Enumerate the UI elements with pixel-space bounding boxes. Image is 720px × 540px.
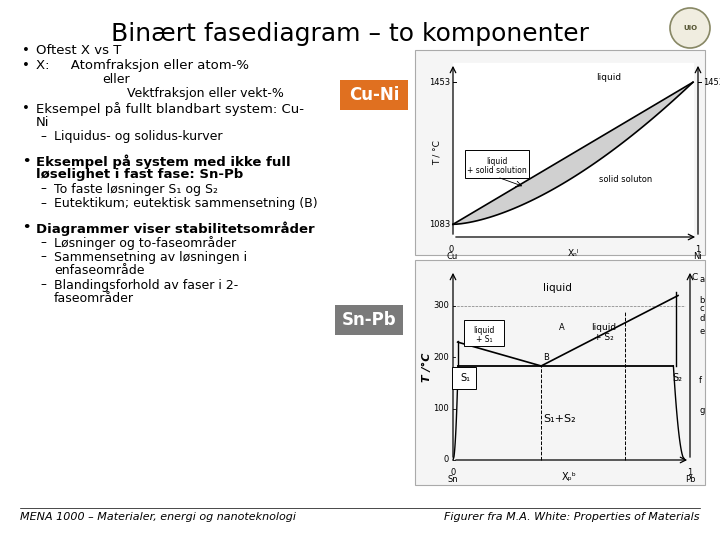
Text: –: –	[40, 197, 46, 210]
Text: •: •	[22, 44, 30, 57]
Text: •: •	[22, 221, 30, 234]
Text: •: •	[22, 58, 30, 71]
Text: To faste løsninger S₁ og S₂: To faste løsninger S₁ og S₂	[54, 183, 218, 195]
Text: a: a	[699, 275, 704, 285]
Text: 1: 1	[688, 468, 693, 477]
Text: X:     Atomfraksjon eller atom-%: X: Atomfraksjon eller atom-%	[36, 58, 249, 71]
Text: Eksempel på system med ikke full: Eksempel på system med ikke full	[36, 154, 291, 169]
Text: MENA 1000 – Materialer, energi og nanoteknologi: MENA 1000 – Materialer, energi og nanote…	[20, 512, 296, 522]
Text: –: –	[40, 279, 46, 292]
FancyBboxPatch shape	[464, 320, 504, 346]
Text: b: b	[699, 296, 704, 305]
Text: –: –	[40, 236, 46, 249]
Text: Binært fasediagram – to komponenter: Binært fasediagram – to komponenter	[111, 22, 589, 46]
Text: liquid: liquid	[543, 283, 572, 293]
Text: d: d	[699, 314, 704, 323]
Text: faseområder: faseområder	[54, 292, 134, 305]
FancyBboxPatch shape	[452, 367, 477, 389]
Text: Diagrammer viser stabilitetsområder: Diagrammer viser stabilitetsområder	[36, 221, 315, 236]
Text: g: g	[699, 407, 704, 415]
Text: Xₚᵇ: Xₚᵇ	[562, 472, 577, 482]
Text: Vektfraksjon eller vekt-%: Vektfraksjon eller vekt-%	[127, 87, 284, 100]
Text: T / °C: T / °C	[433, 140, 441, 165]
Text: f: f	[699, 376, 702, 386]
Text: e: e	[699, 327, 704, 336]
Text: Cu-Ni: Cu-Ni	[348, 86, 399, 104]
Text: B: B	[543, 353, 549, 362]
Text: Sn-Pb: Sn-Pb	[342, 311, 396, 329]
Text: •: •	[22, 154, 30, 167]
Text: C: C	[691, 273, 697, 282]
Text: solid soluton: solid soluton	[599, 175, 652, 184]
Text: enfaseområde: enfaseområde	[54, 264, 145, 277]
Text: •: •	[22, 102, 30, 115]
Text: liquid: liquid	[474, 326, 495, 335]
Text: Cu: Cu	[446, 252, 458, 261]
Text: –: –	[40, 130, 46, 143]
Text: Figurer fra M.A. White: Properties of Materials: Figurer fra M.A. White: Properties of Ma…	[444, 512, 700, 522]
Text: + solid solution: + solid solution	[467, 166, 527, 174]
Text: 200: 200	[433, 353, 449, 362]
Bar	[415, 260, 705, 485]
Text: Xₙᴵ: Xₙᴵ	[567, 249, 579, 258]
Text: 100: 100	[433, 404, 449, 413]
Text: S₂: S₂	[672, 373, 682, 383]
Text: 1453: 1453	[429, 78, 450, 87]
Text: 1083: 1083	[428, 220, 450, 229]
Text: T /°C: T /°C	[422, 353, 432, 382]
Text: Oftest X vs T: Oftest X vs T	[36, 44, 122, 57]
Text: UiO: UiO	[683, 25, 697, 31]
Text: liquid: liquid	[596, 73, 621, 82]
Text: Sammensetning av løsningen i: Sammensetning av løsningen i	[54, 251, 247, 264]
Text: 0: 0	[444, 456, 449, 464]
Text: liquid
+ S₂: liquid + S₂	[591, 323, 616, 342]
Text: Eksempel på fullt blandbart system: Cu-: Eksempel på fullt blandbart system: Cu-	[36, 102, 304, 116]
Text: Eutektikum; eutektisk sammensetning (B): Eutektikum; eutektisk sammensetning (B)	[54, 197, 318, 210]
Text: Ni: Ni	[693, 252, 703, 261]
Text: Liquidus- og solidus-kurver: Liquidus- og solidus-kurver	[54, 130, 222, 143]
Circle shape	[670, 8, 710, 48]
Text: –: –	[40, 183, 46, 195]
Text: c: c	[699, 304, 703, 313]
Text: Ni: Ni	[36, 116, 50, 129]
Text: Blandingsforhold av faser i 2-: Blandingsforhold av faser i 2-	[54, 279, 238, 292]
Text: S₁: S₁	[461, 373, 470, 383]
Text: eller: eller	[102, 73, 130, 86]
Text: Sn: Sn	[448, 475, 459, 484]
Text: 300: 300	[433, 301, 449, 310]
Bar	[340, 80, 408, 110]
Text: løselighet i fast fase: Sn-Pb: løselighet i fast fase: Sn-Pb	[36, 168, 243, 181]
Text: A: A	[559, 323, 565, 332]
Text: 0: 0	[449, 245, 454, 254]
Bar	[335, 305, 403, 335]
Text: 1453: 1453	[703, 78, 720, 87]
Text: liquid: liquid	[487, 157, 508, 166]
Bar	[415, 50, 705, 255]
Text: Løsninger og to-faseområder: Løsninger og to-faseområder	[54, 236, 236, 250]
Text: S₁+S₂: S₁+S₂	[544, 414, 576, 424]
Text: Pb: Pb	[685, 475, 696, 484]
Text: + S₁: + S₁	[476, 335, 492, 344]
FancyBboxPatch shape	[465, 150, 529, 178]
Text: 1: 1	[696, 245, 701, 254]
Text: –: –	[40, 251, 46, 264]
Text: 0: 0	[451, 468, 456, 477]
